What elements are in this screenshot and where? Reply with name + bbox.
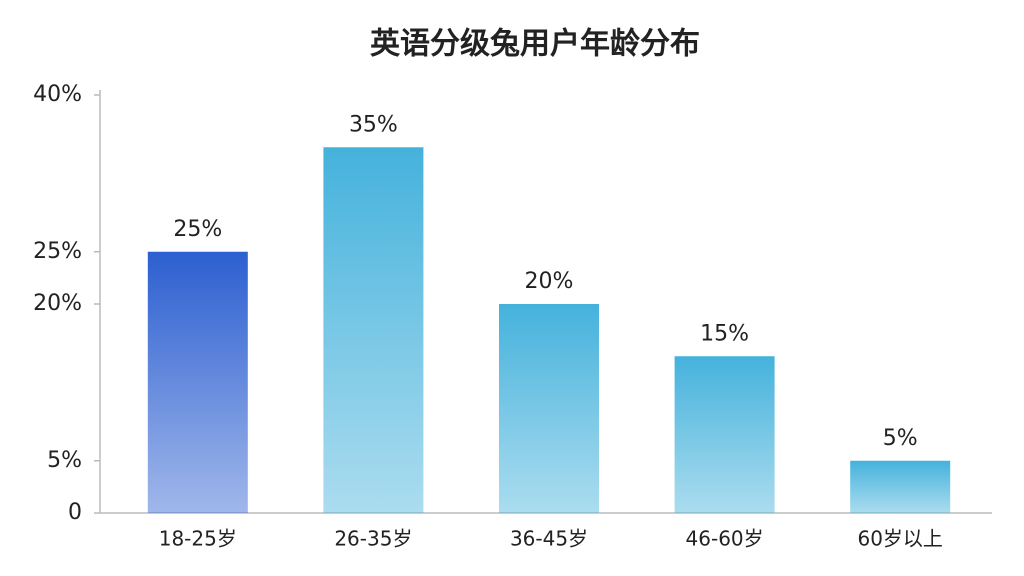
bar bbox=[323, 147, 424, 513]
x-tick-label: 26-35岁 bbox=[334, 527, 412, 551]
y-tick-label: 25% bbox=[33, 239, 82, 264]
y-tick-label: 5% bbox=[47, 448, 82, 473]
x-tick-label: 60岁以上 bbox=[857, 527, 942, 551]
bar bbox=[674, 356, 775, 513]
y-tick-label: 0 bbox=[68, 500, 82, 525]
value-label: 5% bbox=[883, 426, 918, 451]
value-label: 15% bbox=[700, 321, 749, 346]
bar bbox=[147, 251, 248, 513]
x-tick-label: 18-25岁 bbox=[159, 527, 237, 551]
value-label: 35% bbox=[349, 112, 398, 137]
chart-title: 英语分级兔用户年龄分布 bbox=[370, 27, 700, 62]
y-tick-label: 20% bbox=[33, 291, 82, 316]
bar bbox=[499, 304, 599, 513]
bar bbox=[850, 460, 951, 513]
x-tick-label: 46-60岁 bbox=[686, 527, 764, 551]
value-label: 20% bbox=[525, 269, 574, 294]
value-label: 25% bbox=[173, 217, 222, 242]
y-tick-label: 40% bbox=[33, 82, 82, 107]
x-tick-label: 36-45岁 bbox=[510, 527, 588, 551]
